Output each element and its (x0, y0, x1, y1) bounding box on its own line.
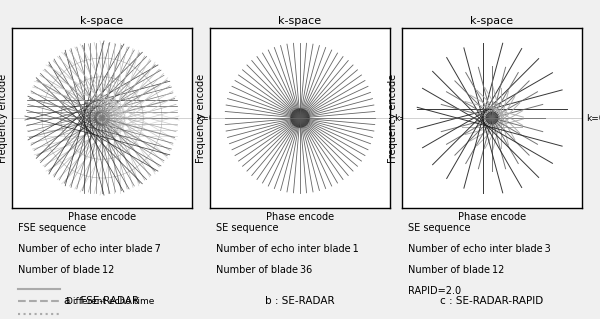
Circle shape (291, 109, 309, 127)
Text: k=0: k=0 (394, 114, 412, 122)
X-axis label: Phase encode: Phase encode (266, 212, 334, 222)
Circle shape (297, 115, 303, 121)
Circle shape (293, 110, 308, 126)
Y-axis label: Frequency encode: Frequency encode (388, 73, 398, 163)
Text: Number of blade 12: Number of blade 12 (18, 265, 115, 275)
Circle shape (486, 112, 498, 124)
Text: Number of echo inter blade 3: Number of echo inter blade 3 (408, 244, 551, 254)
Text: Number of echo inter blade 1: Number of echo inter blade 1 (216, 244, 359, 254)
Title: k-space: k-space (470, 16, 514, 26)
Text: c : SE-RADAR-RAPID: c : SE-RADAR-RAPID (440, 296, 544, 306)
Y-axis label: Frequency encode: Frequency encode (196, 73, 206, 163)
Text: Number of blade 12: Number of blade 12 (408, 265, 505, 275)
Title: k-space: k-space (278, 16, 322, 26)
Text: k=0: k=0 (586, 114, 600, 122)
Y-axis label: Frequency encode: Frequency encode (0, 73, 8, 163)
Text: Different echo time: Different echo time (66, 297, 154, 306)
Circle shape (295, 113, 305, 123)
Text: k=0: k=0 (196, 114, 214, 122)
Text: SE sequence: SE sequence (216, 223, 278, 233)
Text: FSE sequence: FSE sequence (18, 223, 86, 233)
Text: b : SE-RADAR: b : SE-RADAR (265, 296, 335, 306)
Text: Number of echo inter blade 7: Number of echo inter blade 7 (18, 244, 161, 254)
X-axis label: Phase encode: Phase encode (68, 212, 136, 222)
Text: a : FSE-RADAR: a : FSE-RADAR (64, 296, 140, 306)
X-axis label: Phase encode: Phase encode (458, 212, 526, 222)
Text: RAPID=2.0: RAPID=2.0 (408, 286, 461, 295)
Text: SE sequence: SE sequence (408, 223, 470, 233)
Title: k-space: k-space (80, 16, 124, 26)
Text: Number of blade 36: Number of blade 36 (216, 265, 312, 275)
